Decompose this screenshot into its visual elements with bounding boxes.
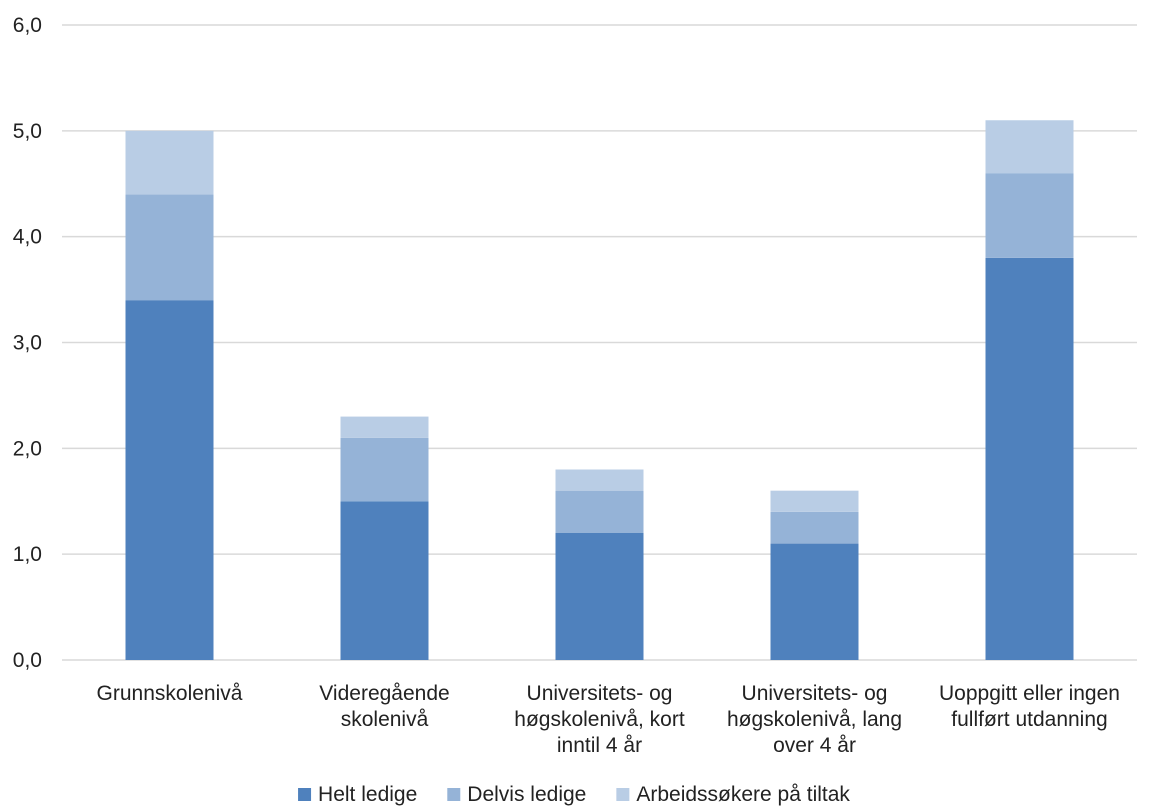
y-tick-label: 3,0 xyxy=(13,332,42,355)
bar-segment-delvis-ledige xyxy=(340,437,429,502)
legend-label: Helt ledige xyxy=(318,783,417,806)
x-category-label: Uoppgitt eller ingen fullført utdanning xyxy=(939,682,1120,731)
bar-segment-helt-ledige xyxy=(770,543,859,660)
y-tick-label: 1,0 xyxy=(13,543,42,566)
legend-swatch xyxy=(447,788,461,801)
x-category-label: Grunnskolenivå xyxy=(97,682,243,705)
legend-swatch xyxy=(616,788,630,801)
gridlines xyxy=(62,24,1137,661)
bar-segment-delvis-ledige xyxy=(555,490,644,533)
bar-segment-delvis-ledige xyxy=(770,511,859,544)
bars xyxy=(125,120,1074,660)
bar-segment-arbeidss-kere-p-tiltak xyxy=(770,490,859,512)
y-tick-label: 5,0 xyxy=(13,120,42,143)
bar-segment-helt-ledige xyxy=(555,533,644,660)
bar-segment-delvis-ledige xyxy=(125,194,214,301)
bar-segment-helt-ledige xyxy=(340,501,429,660)
bar-segment-helt-ledige xyxy=(125,300,214,660)
x-category-label: Videregående skolenivå xyxy=(319,682,449,731)
bar-segment-helt-ledige xyxy=(985,257,1074,660)
bar-segment-arbeidss-kere-p-tiltak xyxy=(555,469,644,491)
y-axis: 0,0 1,0 2,0 3,0 4,0 5,0 6,0 xyxy=(13,14,42,672)
x-category-label: Universitets- og høgskolenivå, lang over 4… xyxy=(727,682,902,757)
y-tick-label: 4,0 xyxy=(13,226,42,249)
legend: Helt ledige Delvis ledige Arbeidssøkere på… xyxy=(298,783,850,806)
x-category-label: Universitets- og høgskolenivå, kort inntil… xyxy=(514,682,685,757)
y-tick-label: 6,0 xyxy=(13,14,42,37)
bar-segment-arbeidss-kere-p-tiltak xyxy=(125,130,214,195)
legend-label: Delvis ledige xyxy=(467,783,586,806)
legend-swatch xyxy=(298,788,312,801)
y-tick-label: 0,0 xyxy=(13,649,42,672)
legend-item: Arbeidssøkere på tiltak xyxy=(616,783,850,806)
y-tick-label: 2,0 xyxy=(13,437,42,460)
bar-segment-arbeidss-kere-p-tiltak xyxy=(340,416,429,438)
bar-segment-delvis-ledige xyxy=(985,173,1074,258)
legend-item: Helt ledige xyxy=(298,783,417,806)
bar-segment-arbeidss-kere-p-tiltak xyxy=(985,120,1074,174)
x-axis: Grunnskolenivå Videregående skolenivå Unive… xyxy=(97,682,1120,757)
legend-item: Delvis ledige xyxy=(447,783,586,806)
legend-label: Arbeidssøkere på tiltak xyxy=(636,783,850,806)
